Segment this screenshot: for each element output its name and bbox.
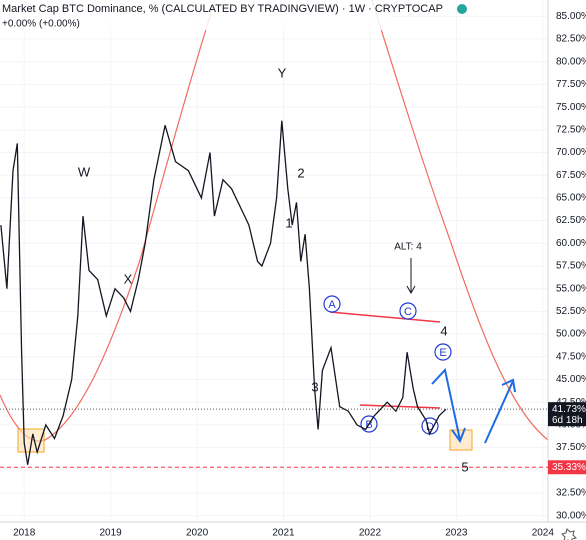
y-tick-label: 75.00% (556, 102, 586, 113)
chart-title: Market Cap BTC Dominance, % (CALCULATED … (2, 3, 443, 15)
x-tick-label: 2024 (532, 528, 555, 539)
y-tick-label: 32.50% (556, 488, 586, 499)
last-price-box (548, 402, 586, 427)
y-tick-label: 55.00% (556, 283, 586, 294)
y-tick-label: 47.50% (556, 351, 586, 362)
cycle-curve (371, 0, 549, 441)
y-tick-label: 30.00% (556, 510, 586, 521)
projection-arrow (484, 380, 514, 444)
wave-label: X (124, 271, 133, 286)
x-tick-label: 2022 (359, 528, 382, 539)
level-box (548, 460, 586, 475)
settings-icon[interactable] (561, 528, 577, 540)
price-line (0, 120, 447, 465)
x-tick-label: 2021 (272, 528, 295, 539)
arrow-head (451, 427, 466, 444)
wave-label: Y (278, 65, 287, 80)
countdown-label: 6d 18h (552, 415, 583, 426)
wave-label: D (426, 421, 434, 433)
wave-label: 2 (297, 165, 304, 180)
trend-line (359, 404, 441, 409)
last-price-label: 41.73% (552, 404, 586, 415)
y-tick-label: 70.00% (556, 147, 586, 158)
arrow-head (406, 285, 416, 295)
projection-arrow (431, 367, 461, 441)
wave-label: C (404, 306, 412, 318)
circle-markers (323, 295, 452, 435)
wave-label: E (439, 347, 446, 359)
x-tick-label: 2018 (13, 528, 36, 539)
chart-subtitle: +0.00% (+0.00%) (2, 19, 80, 30)
title-bg (0, 0, 390, 30)
wave-label: 4 (440, 323, 447, 338)
y-tick-label: 50.00% (556, 329, 586, 340)
y-tick-label: 62.50% (556, 215, 586, 226)
arrow-head (501, 378, 516, 393)
y-tick-label: 65.00% (556, 193, 586, 204)
y-tick-label: 37.50% (556, 442, 586, 453)
wave-label: A (328, 299, 336, 311)
wave-label: ALT: 4 (394, 242, 422, 253)
y-tick-label: 82.50% (556, 34, 586, 45)
y-tick-label: 57.50% (556, 261, 586, 272)
y-tick-label: 72.50% (556, 124, 586, 135)
y-tick-label: 45.00% (556, 374, 586, 385)
x-tick-label: 2019 (100, 528, 123, 539)
level-label: 35.33% (552, 462, 586, 473)
x-tick-label: 2020 (186, 528, 209, 539)
y-tick-label: 85.00% (556, 11, 586, 22)
trend-line (329, 311, 441, 323)
x-tick-label: 2023 (445, 528, 468, 539)
wave-label: 1 (285, 215, 292, 230)
y-tick-label: 52.50% (556, 306, 586, 317)
y-tick-label: 67.50% (556, 170, 586, 181)
y-tick-label: 60.00% (556, 238, 586, 249)
wave-label: W (78, 164, 91, 179)
status-dot[interactable] (457, 4, 467, 14)
y-tick-label: 80.00% (556, 56, 586, 67)
y-tick-label: 77.50% (556, 79, 586, 90)
